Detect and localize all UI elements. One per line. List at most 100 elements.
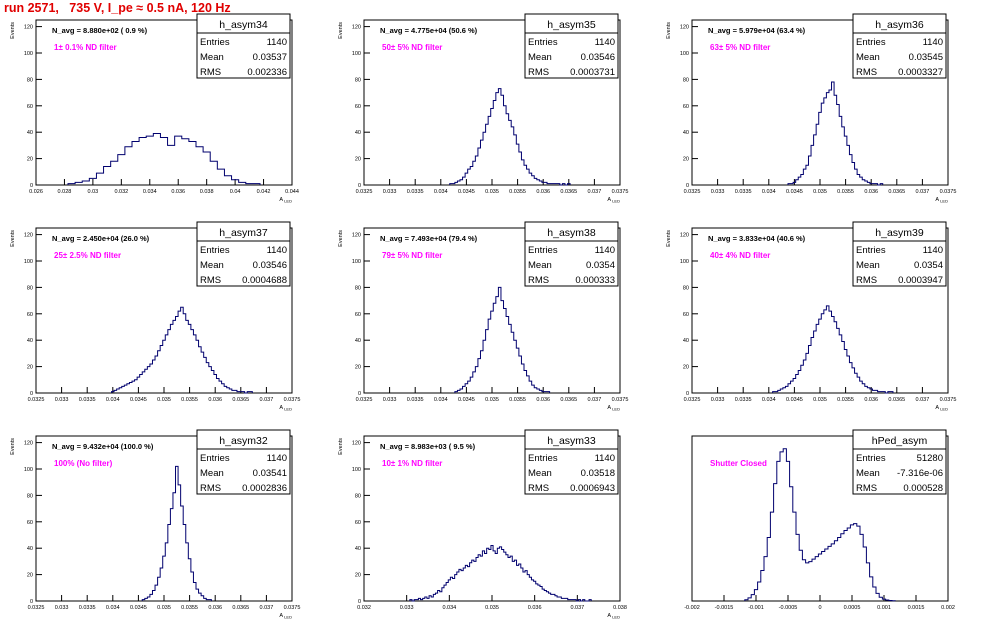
histogram-bin (145, 598, 148, 601)
x-tick-label: -0.0015 (715, 605, 734, 611)
stats-box (852, 448, 947, 495)
x-tick-label: 0.036 (208, 605, 222, 611)
filter-note: 50± 5% ND filter (382, 43, 442, 52)
histogram-bin (170, 509, 173, 601)
histogram-bin (416, 600, 418, 601)
y-tick-label: 20 (27, 157, 33, 163)
histogram-bin (819, 112, 822, 185)
histogram-bin (546, 592, 548, 601)
histogram-bin (247, 392, 250, 393)
histogram-bin (196, 147, 203, 185)
histogram-bin (463, 386, 466, 393)
y-tick-label: 80 (355, 77, 361, 83)
histogram-line (409, 545, 592, 602)
histogram-bin (504, 309, 507, 393)
stats-box (524, 32, 619, 79)
histogram-bin (837, 328, 840, 393)
histogram-bin (182, 139, 189, 185)
histogram-bin (857, 526, 860, 601)
histogram-bin (880, 184, 883, 185)
histogram-bin (844, 531, 847, 601)
histogram-bin (504, 552, 506, 601)
histogram-bin (217, 169, 224, 185)
histogram-bin (822, 552, 825, 602)
x-tick-label: 0.0345 (130, 605, 147, 611)
y-axis-label: Events (10, 438, 16, 455)
x-tick-label: 0.033 (711, 189, 725, 195)
y-tick-label: 80 (27, 77, 33, 83)
histogram-bin (104, 167, 111, 185)
y-tick-label: 0 (30, 183, 33, 189)
y-tick-label: 20 (27, 365, 33, 371)
histogram-bin (135, 380, 138, 393)
x-tick-label: 0.033 (400, 605, 414, 611)
stats-name: h_asym35 (547, 19, 596, 31)
histogram-bin (145, 369, 148, 393)
histogram-bin (806, 563, 809, 601)
histogram-bin (460, 389, 463, 393)
x-tick-label: 0.037 (260, 605, 274, 611)
stats-key: Mean (200, 52, 224, 63)
histogram-bin (831, 544, 834, 601)
x-tick-label: 0.034 (762, 189, 776, 195)
histogram-bin (146, 136, 153, 185)
stats-value: 1140 (923, 37, 943, 48)
histogram-bin (524, 371, 527, 393)
stats-value: 0.000333 (575, 275, 615, 286)
histogram-bin (847, 528, 850, 601)
histogram-bin (876, 593, 879, 601)
histogram-bin (842, 342, 845, 393)
histogram-bin (860, 381, 863, 393)
histogram-bin (480, 351, 483, 393)
histogram-bin (532, 176, 535, 185)
histogram-bin (181, 307, 184, 393)
y-tick-label: 120 (24, 441, 33, 447)
histogram-bin (803, 169, 806, 185)
histogram-bin (206, 363, 209, 393)
x-tick-label: 0.037 (916, 397, 930, 403)
x-tick-label: 0.0365 (560, 397, 577, 403)
histogram-bin (147, 597, 150, 601)
histogram-bin (486, 124, 489, 185)
x-tick-label: 0.0325 (356, 397, 373, 403)
histogram-bin (777, 461, 780, 601)
navg-label: N_avg = 9.432e+04 (100.0 %) (52, 442, 154, 451)
histogram-bin (482, 551, 484, 601)
histogram-bin (557, 597, 559, 601)
histogram-bin (173, 493, 176, 601)
histogram-bin (847, 145, 850, 185)
histogram-bin (875, 390, 878, 393)
stats-key: RMS (200, 275, 221, 286)
histogram-bin (160, 345, 163, 393)
histogram-bin (204, 357, 207, 393)
x-tick-label: 0.0375 (284, 605, 301, 611)
x-tick-label: 0.0345 (458, 397, 475, 403)
stats-name: h_asym33 (547, 435, 596, 447)
histogram-bin (414, 600, 416, 601)
histogram-bin (870, 577, 873, 601)
histogram-bin (862, 384, 865, 393)
histogram-bin (834, 95, 837, 185)
stats-name: h_asym32 (219, 435, 268, 447)
histogram-bin (568, 600, 570, 601)
histogram-bin (508, 557, 510, 601)
histogram-bin (557, 184, 560, 185)
x-tick-label: 0.0375 (940, 189, 957, 195)
histogram-bin (778, 390, 781, 393)
x-tick-label: 0.036 (528, 605, 542, 611)
histogram-bin (529, 173, 532, 185)
histogram-bin (140, 375, 143, 393)
stats-box (852, 240, 947, 287)
y-tick-label: 20 (355, 157, 361, 163)
y-axis-label: Events (10, 230, 16, 247)
histogram-bin (839, 116, 842, 185)
histogram-bin (427, 598, 429, 601)
histogram-bin (790, 487, 793, 601)
histogram-bin (173, 320, 176, 393)
histogram-bin (158, 577, 161, 601)
x-tick-label: 0.0325 (684, 397, 701, 403)
x-tick-label: 0.032 (357, 605, 371, 611)
x-tick-label: 0.037 (916, 189, 930, 195)
y-tick-label: 60 (355, 104, 361, 110)
y-tick-label: 60 (683, 104, 689, 110)
